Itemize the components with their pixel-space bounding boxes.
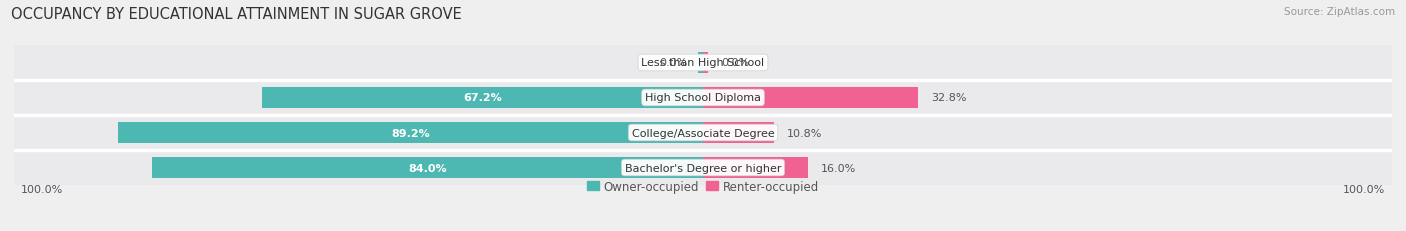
Bar bbox=[14, 116, 1392, 150]
Text: College/Associate Degree: College/Associate Degree bbox=[631, 128, 775, 138]
Text: 0.0%: 0.0% bbox=[721, 58, 749, 68]
Text: 84.0%: 84.0% bbox=[408, 163, 447, 173]
Text: 67.2%: 67.2% bbox=[463, 93, 502, 103]
Bar bbox=[262, 88, 703, 109]
Text: 100.0%: 100.0% bbox=[1343, 184, 1385, 195]
Text: Less than High School: Less than High School bbox=[641, 58, 765, 68]
Text: Source: ZipAtlas.com: Source: ZipAtlas.com bbox=[1284, 7, 1395, 17]
Bar bbox=[697, 53, 703, 74]
Bar bbox=[703, 122, 773, 143]
Bar bbox=[703, 157, 808, 178]
Bar bbox=[14, 150, 1392, 185]
Legend: Owner-occupied, Renter-occupied: Owner-occupied, Renter-occupied bbox=[585, 178, 821, 195]
Bar bbox=[152, 157, 703, 178]
Text: Bachelor's Degree or higher: Bachelor's Degree or higher bbox=[624, 163, 782, 173]
Text: 100.0%: 100.0% bbox=[21, 184, 63, 195]
Bar bbox=[14, 81, 1392, 116]
Text: 0.0%: 0.0% bbox=[659, 58, 688, 68]
Bar bbox=[14, 46, 1392, 81]
Text: 10.8%: 10.8% bbox=[787, 128, 823, 138]
Text: 16.0%: 16.0% bbox=[821, 163, 856, 173]
Text: High School Diploma: High School Diploma bbox=[645, 93, 761, 103]
Text: 89.2%: 89.2% bbox=[391, 128, 430, 138]
Bar bbox=[703, 53, 709, 74]
Text: OCCUPANCY BY EDUCATIONAL ATTAINMENT IN SUGAR GROVE: OCCUPANCY BY EDUCATIONAL ATTAINMENT IN S… bbox=[11, 7, 463, 22]
Text: 32.8%: 32.8% bbox=[931, 93, 967, 103]
Bar bbox=[118, 122, 703, 143]
Bar bbox=[703, 88, 918, 109]
